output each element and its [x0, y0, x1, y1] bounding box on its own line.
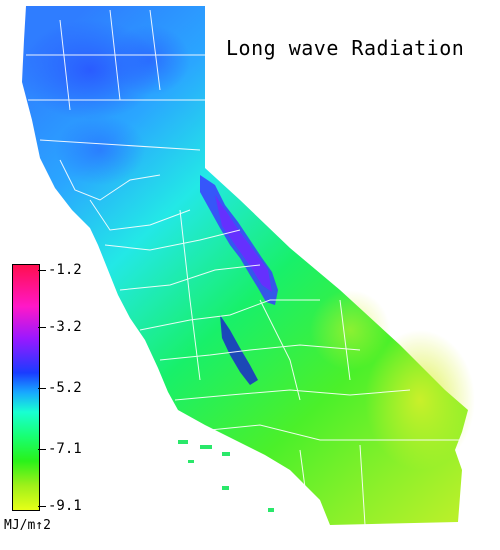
legend-tick: [38, 388, 46, 389]
legend-tick: [38, 270, 46, 271]
valley-feature: [220, 315, 258, 385]
map-title: Long wave Radiation: [226, 36, 465, 60]
legend-unit: MJ/m↑2: [4, 518, 51, 533]
legend-label-5: -9.1: [48, 498, 82, 514]
legend-label-1: -1.2: [48, 262, 82, 278]
county-lines: [26, 9, 460, 526]
channel-islands: [178, 440, 274, 512]
legend-label-2: -3.2: [48, 319, 82, 335]
legend-label-4: -7.1: [48, 441, 82, 457]
legend-tick: [38, 449, 46, 450]
legend-label-3: -5.2: [48, 380, 82, 396]
legend-tick: [38, 506, 46, 507]
color-legend-bar: [12, 264, 40, 511]
legend-tick: [38, 327, 46, 328]
